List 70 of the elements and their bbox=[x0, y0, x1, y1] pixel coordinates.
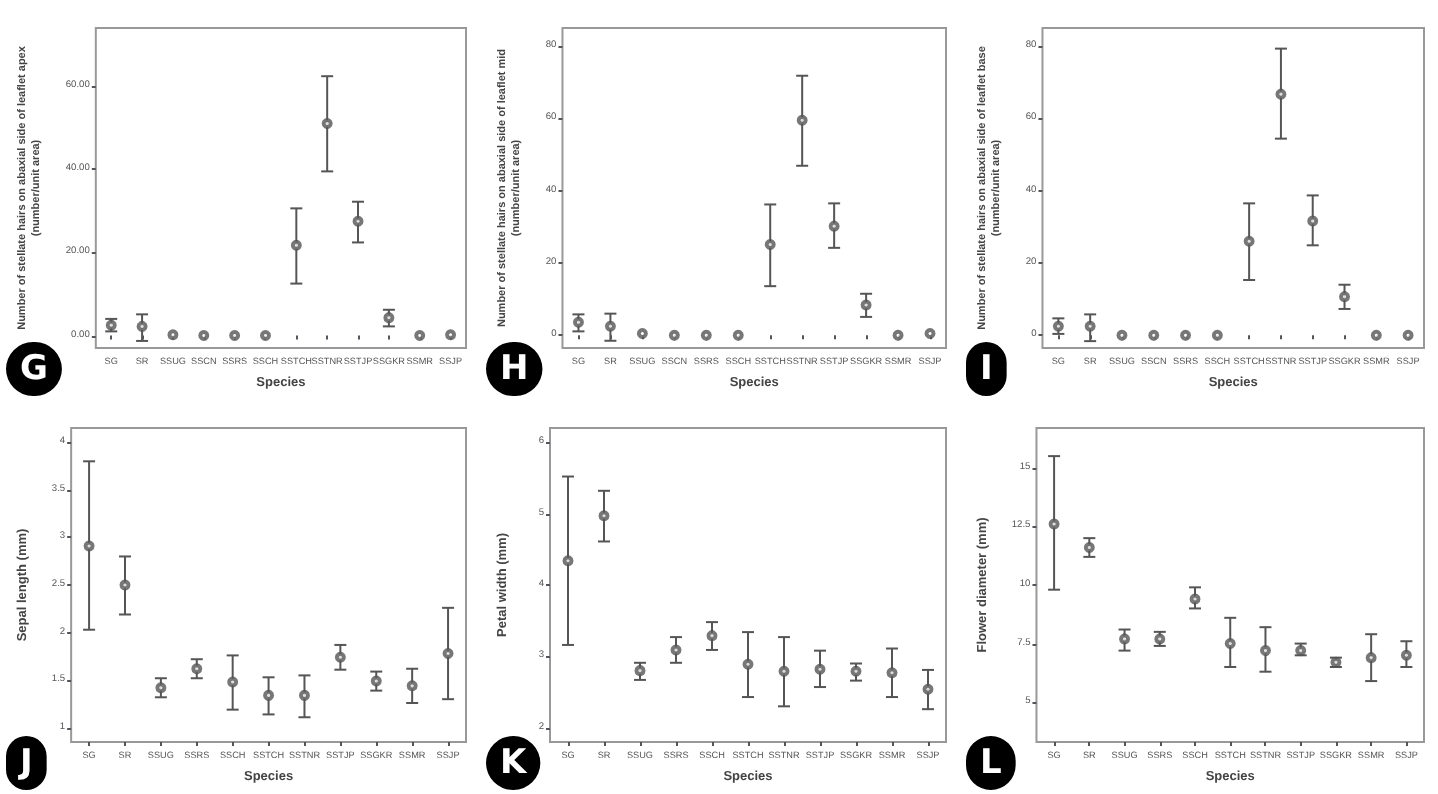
point bbox=[445, 329, 457, 341]
text: K bbox=[500, 743, 528, 783]
point bbox=[1084, 320, 1096, 332]
text: I bbox=[980, 349, 993, 389]
point bbox=[796, 114, 808, 126]
point bbox=[263, 689, 275, 701]
point bbox=[634, 665, 646, 677]
point bbox=[442, 648, 454, 660]
text: H bbox=[500, 349, 529, 389]
point bbox=[572, 316, 584, 328]
point bbox=[1048, 518, 1060, 530]
point bbox=[1275, 88, 1287, 100]
point bbox=[1365, 652, 1377, 664]
point bbox=[732, 329, 744, 341]
point bbox=[383, 312, 395, 324]
point bbox=[298, 689, 310, 701]
point bbox=[1189, 593, 1201, 605]
point bbox=[1119, 633, 1131, 645]
point bbox=[1224, 638, 1236, 650]
point bbox=[83, 540, 95, 552]
point bbox=[352, 215, 364, 227]
point bbox=[119, 579, 131, 591]
point bbox=[1180, 329, 1192, 341]
point bbox=[1339, 291, 1351, 303]
point bbox=[886, 667, 898, 679]
point bbox=[850, 665, 862, 677]
text: G bbox=[20, 349, 48, 389]
point bbox=[227, 676, 239, 688]
point bbox=[924, 328, 936, 340]
point bbox=[259, 330, 271, 342]
point bbox=[604, 320, 616, 332]
point bbox=[321, 118, 333, 130]
point bbox=[922, 683, 934, 695]
point bbox=[229, 330, 241, 342]
point bbox=[668, 329, 680, 341]
point bbox=[1370, 329, 1382, 341]
point bbox=[334, 651, 346, 663]
point bbox=[1259, 645, 1271, 657]
point bbox=[1116, 329, 1128, 341]
point bbox=[828, 220, 840, 232]
point bbox=[406, 680, 418, 692]
point bbox=[670, 644, 682, 656]
point bbox=[860, 299, 872, 311]
point bbox=[155, 682, 167, 694]
point bbox=[167, 329, 179, 341]
point bbox=[1083, 542, 1095, 554]
text: L bbox=[980, 743, 1002, 783]
point bbox=[706, 630, 718, 642]
point bbox=[1211, 329, 1223, 341]
point bbox=[892, 329, 904, 341]
text: J bbox=[18, 743, 33, 783]
point bbox=[700, 329, 712, 341]
point bbox=[814, 663, 826, 675]
point bbox=[742, 658, 754, 670]
point bbox=[1307, 215, 1319, 227]
point bbox=[636, 328, 648, 340]
point bbox=[598, 510, 610, 522]
point bbox=[370, 675, 382, 687]
point bbox=[290, 239, 302, 251]
point bbox=[778, 665, 790, 677]
point bbox=[562, 555, 574, 567]
point bbox=[1148, 329, 1160, 341]
point bbox=[764, 239, 776, 251]
point bbox=[191, 663, 203, 675]
point bbox=[1243, 235, 1255, 247]
point bbox=[136, 320, 148, 332]
point bbox=[198, 330, 210, 342]
point bbox=[1400, 649, 1412, 661]
point bbox=[414, 330, 426, 342]
point bbox=[1402, 329, 1414, 341]
